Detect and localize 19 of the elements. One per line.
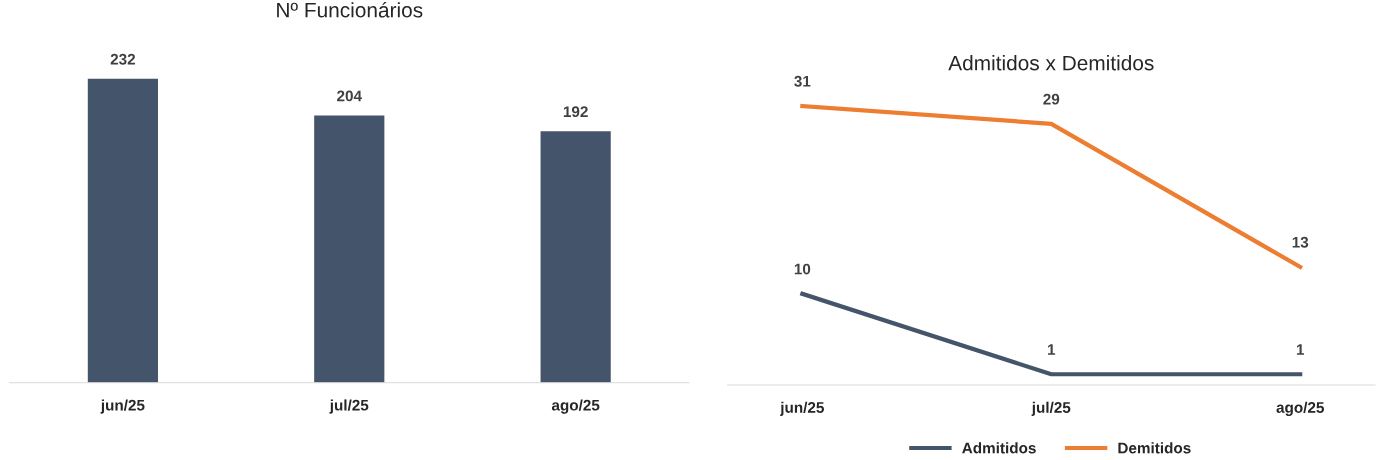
data-label: 10: [794, 263, 811, 275]
x-tick-label: jul/25: [1031, 401, 1071, 416]
data-label: 204: [337, 90, 362, 102]
data-label: 1: [1296, 344, 1305, 355]
data-label: 29: [1043, 93, 1060, 105]
legend-label: Demitidos: [1118, 442, 1191, 454]
x-tick-label: ago/25: [551, 399, 600, 414]
chart-title: Admitidos x Demitidos: [948, 55, 1154, 71]
x-tick-label: jun/25: [780, 401, 824, 416]
data-label: 232: [110, 53, 136, 65]
legend-label: Admitidos: [962, 442, 1036, 454]
x-tick-label: ago/25: [1276, 401, 1324, 416]
chart-title: Nº Funcionários: [277, 1, 423, 18]
x-tick-label: jul/25: [329, 399, 369, 414]
data-label: 192: [563, 106, 588, 118]
data-label: 13: [1292, 236, 1309, 248]
x-tick-label: jun/25: [100, 399, 145, 414]
data-label: 31: [794, 75, 811, 87]
data-label: 1: [1048, 344, 1056, 355]
